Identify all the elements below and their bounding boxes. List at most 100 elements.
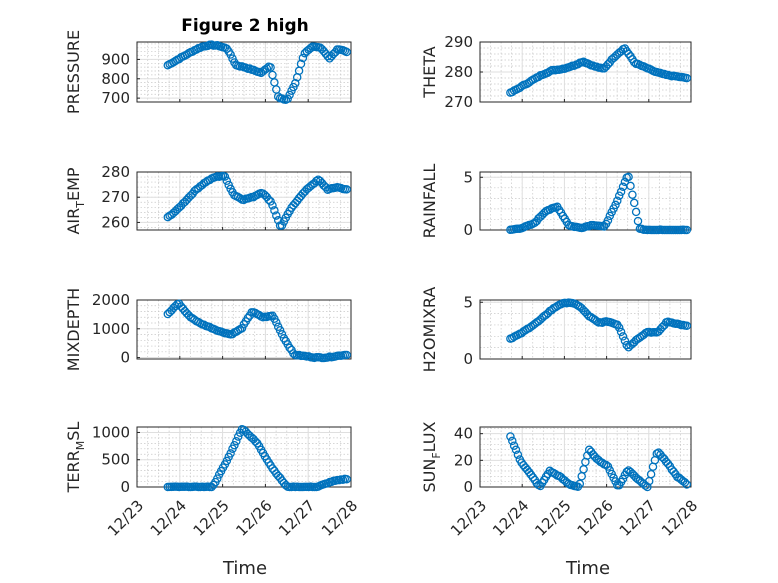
y-tick-label: 1000 [92, 320, 130, 338]
data-point [323, 51, 332, 61]
data-point [616, 327, 626, 337]
y-tick-label: 40 [454, 425, 473, 443]
y-tick-label: 0 [120, 349, 130, 367]
axes-frame [136, 41, 352, 103]
subplot-mixdepth: 0 1000 2000 MIXDEPTH [64, 288, 352, 371]
y-tick-label: 280 [444, 63, 473, 81]
x-axis-label-left: Time [222, 558, 267, 579]
data-point [220, 172, 230, 181]
data-point [682, 225, 692, 235]
data-series [163, 171, 351, 230]
data-point [682, 480, 692, 489]
data-point [283, 94, 292, 104]
data-point [682, 73, 692, 83]
y-tick-label: 700 [101, 89, 130, 107]
data-series [506, 298, 692, 352]
y-tick-label: 5 [463, 168, 473, 186]
data-point [264, 195, 273, 205]
x-tick-label: 12/26 [574, 497, 617, 540]
y-tick-label: 0 [463, 221, 473, 239]
y-tick-label: 0 [120, 478, 130, 496]
data-point [682, 321, 692, 331]
y-axis-label: PRESSURE [64, 30, 83, 114]
data-point [631, 207, 641, 217]
data-point [643, 482, 652, 492]
axes-frame [479, 426, 692, 488]
y-tick-label: 0 [463, 478, 473, 496]
data-series [163, 299, 351, 363]
data-point [513, 450, 523, 459]
y-tick-label: 1000 [92, 423, 130, 441]
data-series [163, 424, 351, 492]
data-point [213, 474, 222, 483]
y-tick-label: 2000 [92, 291, 130, 309]
data-point [195, 43, 205, 53]
data-point [618, 332, 628, 341]
data-point [291, 79, 300, 88]
y-tick-label: 260 [101, 213, 130, 231]
x-tick-label: 12/28 [658, 497, 701, 540]
subplot-rainfall: 0 5 RAINFALL [420, 164, 692, 239]
data-point [342, 47, 351, 57]
data-point [616, 187, 626, 197]
data-point [228, 54, 237, 63]
data-point [285, 90, 294, 100]
data-point [285, 343, 294, 353]
data-point [226, 449, 235, 458]
subplot-h2omixra: 0 5 H2OMIXRA [420, 287, 692, 373]
data-point [614, 191, 624, 200]
data-point [614, 323, 624, 332]
data-point [508, 436, 517, 446]
subplot-air-temp: 260 270 280 AIRTEMP [64, 163, 352, 235]
data-point [622, 340, 631, 350]
axes-frame [136, 299, 352, 360]
data-point [611, 200, 620, 210]
axes-frame [479, 299, 692, 360]
data-series [506, 172, 692, 235]
data-point [342, 185, 351, 194]
x-tick-label: 12/26 [232, 497, 275, 540]
data-point [222, 176, 232, 186]
data-point [243, 313, 253, 323]
y-tick-label: 290 [444, 33, 473, 51]
data-point [624, 172, 633, 182]
data-point [270, 206, 279, 215]
x-tick-label: 12/28 [318, 497, 361, 540]
y-axis-label: AIRTEMP [64, 167, 87, 234]
y-tick-label: 280 [101, 163, 130, 181]
data-point [237, 323, 247, 333]
x-tick-label: 12/24 [489, 497, 532, 540]
x-tick-label: 12/27 [275, 497, 318, 540]
data-point [646, 469, 656, 479]
data-point [628, 190, 637, 199]
data-point [509, 441, 519, 450]
x-tick-label: 12/25 [190, 497, 233, 540]
data-point [342, 350, 351, 360]
data-point [618, 474, 628, 484]
data-point [262, 64, 272, 73]
data-point [312, 176, 321, 186]
data-point [626, 181, 635, 191]
subplot-theta: 270 280 290 THETA [420, 33, 692, 111]
data-point [680, 478, 690, 487]
data-point [511, 445, 521, 455]
data-point [506, 432, 515, 441]
y-tick-label: 270 [101, 188, 130, 206]
y-tick-label: 20 [454, 451, 473, 469]
subplot-terr-msl: 0 500 1000 12/23 12/24 12/25 12/26 12/27 12/28 TE… [64, 422, 361, 540]
y-tick-label: 800 [101, 70, 130, 88]
data-point [222, 456, 232, 466]
data-point [296, 59, 306, 69]
data-point [277, 221, 287, 230]
data-point [620, 336, 630, 345]
data-series [506, 432, 692, 492]
data-point [603, 216, 613, 225]
data-point [230, 440, 239, 450]
data-series [506, 44, 692, 97]
y-axis-label: H2OMIXRA [420, 287, 439, 373]
data-point [622, 467, 631, 477]
